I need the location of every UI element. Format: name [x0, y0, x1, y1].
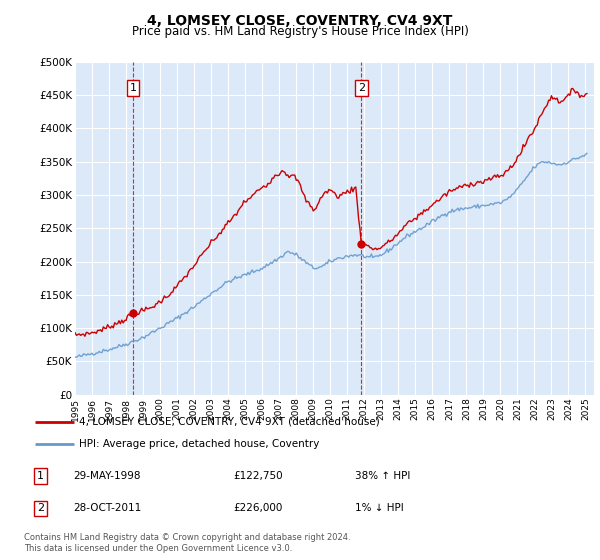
Text: 1: 1	[37, 471, 44, 481]
Text: 4, LOMSEY CLOSE, COVENTRY, CV4 9XT (detached house): 4, LOMSEY CLOSE, COVENTRY, CV4 9XT (deta…	[79, 417, 380, 427]
Text: 29-MAY-1998: 29-MAY-1998	[74, 471, 141, 481]
Text: 4, LOMSEY CLOSE, COVENTRY, CV4 9XT: 4, LOMSEY CLOSE, COVENTRY, CV4 9XT	[148, 14, 452, 28]
Text: HPI: Average price, detached house, Coventry: HPI: Average price, detached house, Cove…	[79, 438, 320, 449]
Text: £226,000: £226,000	[234, 503, 283, 514]
Text: 2: 2	[37, 503, 44, 514]
Text: 1% ↓ HPI: 1% ↓ HPI	[355, 503, 404, 514]
Text: 28-OCT-2011: 28-OCT-2011	[74, 503, 142, 514]
Text: Contains HM Land Registry data © Crown copyright and database right 2024.
This d: Contains HM Land Registry data © Crown c…	[24, 533, 350, 553]
Text: Price paid vs. HM Land Registry's House Price Index (HPI): Price paid vs. HM Land Registry's House …	[131, 25, 469, 38]
Text: 2: 2	[358, 83, 365, 94]
Text: £122,750: £122,750	[234, 471, 283, 481]
Text: 1: 1	[130, 83, 137, 94]
Text: 38% ↑ HPI: 38% ↑ HPI	[355, 471, 410, 481]
